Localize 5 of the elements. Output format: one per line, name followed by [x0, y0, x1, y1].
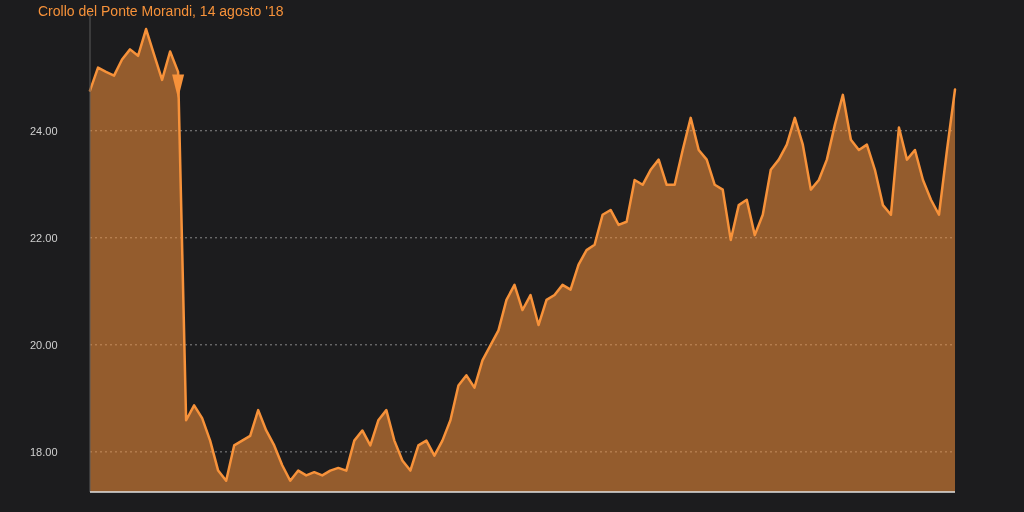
chart-title: Crollo del Ponte Morandi, 14 agosto '18 — [38, 3, 284, 19]
y-tick-label: 24.00 — [30, 124, 58, 137]
y-tick-label: 20.00 — [30, 338, 58, 351]
y-tick-label: 22.00 — [30, 231, 58, 244]
y-tick-label: 18.00 — [30, 445, 58, 458]
